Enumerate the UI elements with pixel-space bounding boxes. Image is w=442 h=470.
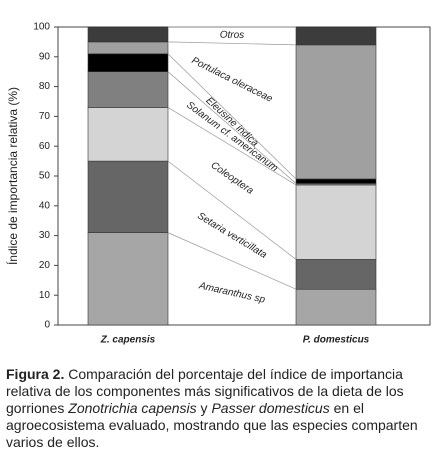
bar-segment bbox=[87, 26, 169, 43]
bar-segment bbox=[87, 107, 169, 162]
y-tick-label: 0 bbox=[44, 320, 50, 331]
y-tick-label: 70 bbox=[39, 111, 51, 122]
y-tick-label: 80 bbox=[39, 81, 51, 92]
connector bbox=[167, 71, 297, 184]
bar-segment bbox=[295, 178, 377, 184]
y-tick-label: 20 bbox=[39, 260, 51, 271]
bar-segment bbox=[295, 44, 377, 180]
segment-label: Coleoptera bbox=[209, 160, 256, 197]
bar-segment bbox=[87, 41, 169, 55]
caption-label: Figura 2. bbox=[6, 366, 65, 382]
caption-text: y bbox=[196, 400, 212, 416]
bar-segment bbox=[295, 184, 377, 260]
caption-text: Zonotrichia capensis bbox=[68, 400, 197, 416]
y-tick-label: 10 bbox=[39, 290, 51, 301]
caption-text: Comparación del porcentaje del índice de… bbox=[6, 366, 404, 416]
caption-text: Passer domesticus bbox=[211, 400, 330, 416]
x-tick-label: Z. capensis bbox=[100, 335, 156, 346]
segment-label: Amaranthus sp bbox=[197, 280, 266, 306]
y-tick-label: 100 bbox=[33, 22, 50, 33]
bar-segment bbox=[295, 259, 377, 290]
y-tick-label: 40 bbox=[39, 200, 51, 211]
x-tick-label: P. domesticus bbox=[303, 335, 370, 346]
caption: Figura 2. Comparación del porcentaje del… bbox=[6, 366, 436, 451]
bar-segment bbox=[87, 71, 169, 108]
y-tick-label: 90 bbox=[39, 51, 51, 62]
connector bbox=[167, 53, 297, 180]
bar-segment bbox=[87, 53, 169, 72]
connector bbox=[167, 41, 297, 46]
bar-segment bbox=[87, 160, 169, 233]
bar-segment bbox=[295, 288, 377, 326]
segment-label: Setaria verticillata bbox=[195, 211, 269, 262]
connector bbox=[167, 160, 297, 260]
y-tick-label: 60 bbox=[39, 141, 51, 152]
y-tick-label: 30 bbox=[39, 230, 51, 241]
chart: Índice de importancia relativa (%) 0 10 20… bbox=[5, 22, 431, 346]
bar-segment bbox=[87, 232, 169, 326]
bar-segment bbox=[295, 26, 377, 46]
caption-text: en el agroecosistema evaluado, mostrando… bbox=[6, 400, 418, 450]
segment-label: Otros bbox=[220, 30, 245, 41]
y-tick-label: 50 bbox=[39, 171, 51, 182]
y-axis-label: Índice de importancia relativa (%) bbox=[5, 87, 20, 265]
segment-label: Solanum cf. americanum bbox=[184, 100, 279, 175]
segment-label: Portulaca oleraceae bbox=[190, 55, 275, 105]
connector bbox=[167, 107, 297, 186]
connector bbox=[167, 232, 297, 290]
